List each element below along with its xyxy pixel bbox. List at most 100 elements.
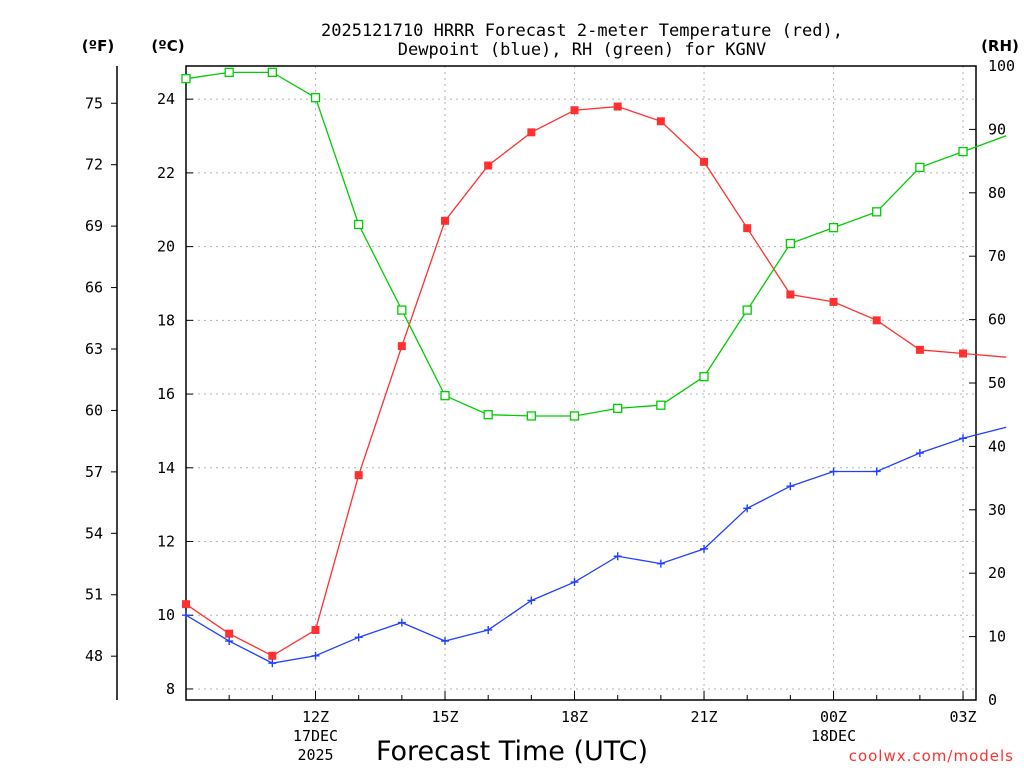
dewpoint-point bbox=[915, 449, 924, 458]
temperature-point bbox=[527, 128, 536, 137]
rh-point bbox=[872, 207, 882, 217]
rh-tick-label: 0 bbox=[988, 691, 997, 709]
axes bbox=[116, 65, 977, 701]
rh-point bbox=[483, 410, 493, 420]
fahrenheit-tick-label: 51 bbox=[85, 586, 103, 604]
temperature-point bbox=[484, 161, 493, 170]
temperature-point bbox=[268, 651, 277, 660]
dewpoint-point bbox=[484, 625, 493, 634]
dewpoint-point bbox=[786, 482, 795, 491]
rh-tick-label: 90 bbox=[988, 120, 1006, 138]
rh-point bbox=[267, 67, 277, 77]
dewpoint-point bbox=[656, 559, 665, 568]
fahrenheit-tick-label: 75 bbox=[85, 94, 103, 112]
dewpoint-point bbox=[570, 578, 579, 587]
dewpoint-series-line bbox=[185, 426, 1007, 664]
fahrenheit-tick-label: 69 bbox=[85, 217, 103, 235]
rh-tick-label: 20 bbox=[988, 564, 1006, 582]
rh-point bbox=[224, 67, 234, 77]
temperature-point bbox=[354, 471, 363, 480]
rh-tick-label: 30 bbox=[988, 501, 1006, 519]
dewpoint-point bbox=[441, 637, 450, 646]
x-tick-date-label: 17DEC bbox=[293, 727, 338, 745]
temperature-point bbox=[441, 216, 450, 225]
rh-point bbox=[440, 391, 450, 401]
temperature-point bbox=[225, 629, 234, 638]
rh-tick-label: 60 bbox=[988, 311, 1006, 329]
celsius-tick-label: 14 bbox=[157, 459, 175, 477]
x-tick-label: 12Z bbox=[302, 708, 329, 726]
temperature-point bbox=[397, 342, 406, 351]
rh-point bbox=[613, 403, 623, 414]
temperature-point bbox=[872, 316, 881, 325]
axis-ticks: 8 10 12 14 16 18 20 22 24 48 51 54 57 60 63 66 69 72 75 0 10… bbox=[85, 57, 1015, 764]
rh-unit-label: (RH) bbox=[981, 37, 1019, 55]
celsius-tick-label: 18 bbox=[157, 311, 175, 329]
x-tick-year-label: 2025 bbox=[297, 746, 333, 764]
x-tick-date-label: 18DEC bbox=[811, 727, 856, 745]
dewpoint-point bbox=[959, 434, 968, 443]
dewpoint-point bbox=[700, 544, 709, 553]
celsius-tick-label: 20 bbox=[157, 238, 175, 256]
x-tick-label: 03Z bbox=[950, 708, 977, 726]
plot-frame bbox=[185, 65, 977, 701]
fahrenheit-tick-label: 66 bbox=[85, 279, 103, 297]
temperature-point bbox=[743, 224, 752, 233]
chart-title-line-1: 2025121710 HRRR Forecast 2-meter Tempera… bbox=[321, 21, 843, 41]
rh-tick-label: 50 bbox=[988, 374, 1006, 392]
rh-point bbox=[181, 74, 191, 84]
celsius-tick-label: 22 bbox=[157, 164, 175, 182]
rh-tick-label: 40 bbox=[988, 437, 1006, 455]
fahrenheit-tick-label: 60 bbox=[85, 401, 103, 419]
dewpoint-point bbox=[225, 637, 234, 646]
rh-point bbox=[958, 146, 968, 157]
dewpoint-point bbox=[354, 633, 363, 642]
rh-point bbox=[656, 400, 666, 410]
rh-point bbox=[915, 162, 925, 173]
rh-point bbox=[397, 305, 407, 315]
rh-point bbox=[310, 93, 321, 103]
rh-point bbox=[742, 305, 752, 315]
x-tick-label: 18Z bbox=[561, 708, 588, 726]
fahrenheit-unit-label: (ºF) bbox=[82, 37, 114, 55]
fahrenheit-tick-label: 63 bbox=[85, 340, 103, 358]
temperature-point bbox=[613, 102, 622, 111]
x-tick-label: 15Z bbox=[431, 708, 458, 726]
rh-point bbox=[354, 219, 364, 230]
fahrenheit-tick-label: 54 bbox=[85, 524, 103, 542]
temperature-point bbox=[959, 349, 968, 358]
x-axis-label: Forecast Time (UTC) bbox=[376, 736, 648, 767]
rh-tick-label: 10 bbox=[988, 628, 1006, 646]
temperature-series-line bbox=[185, 105, 1007, 657]
rh-point bbox=[526, 411, 537, 421]
temperature-point bbox=[182, 600, 190, 609]
x-tick-label: 00Z bbox=[820, 708, 847, 726]
dewpoint-point bbox=[311, 651, 320, 660]
rh-point bbox=[828, 223, 839, 233]
temperature-point bbox=[786, 290, 795, 299]
dewpoint-point bbox=[527, 596, 536, 605]
dewpoint-point bbox=[182, 611, 190, 620]
fahrenheit-tick-label: 48 bbox=[85, 647, 103, 665]
rh-series-line bbox=[185, 71, 1007, 417]
rh-point bbox=[699, 372, 709, 382]
temperature-point bbox=[656, 117, 665, 126]
temperature-point bbox=[570, 106, 579, 115]
watermark: coolwx.com/models bbox=[849, 747, 1014, 765]
x-tick-label: 21Z bbox=[690, 708, 717, 726]
dewpoint-point bbox=[743, 504, 752, 513]
celsius-tick-label: 10 bbox=[157, 606, 175, 624]
dewpoint-point bbox=[268, 659, 277, 668]
celsius-unit-label: (ºC) bbox=[151, 37, 184, 55]
fahrenheit-tick-label: 57 bbox=[85, 463, 103, 481]
celsius-tick-label: 16 bbox=[157, 385, 175, 403]
celsius-tick-label: 8 bbox=[166, 680, 175, 698]
dewpoint-point bbox=[872, 467, 881, 476]
dewpoint-point bbox=[397, 618, 406, 627]
grid-lines bbox=[186, 66, 976, 700]
data-series bbox=[181, 67, 1007, 668]
rh-tick-label: 100 bbox=[988, 57, 1015, 75]
temperature-point bbox=[311, 625, 320, 634]
temperature-point bbox=[915, 345, 924, 354]
